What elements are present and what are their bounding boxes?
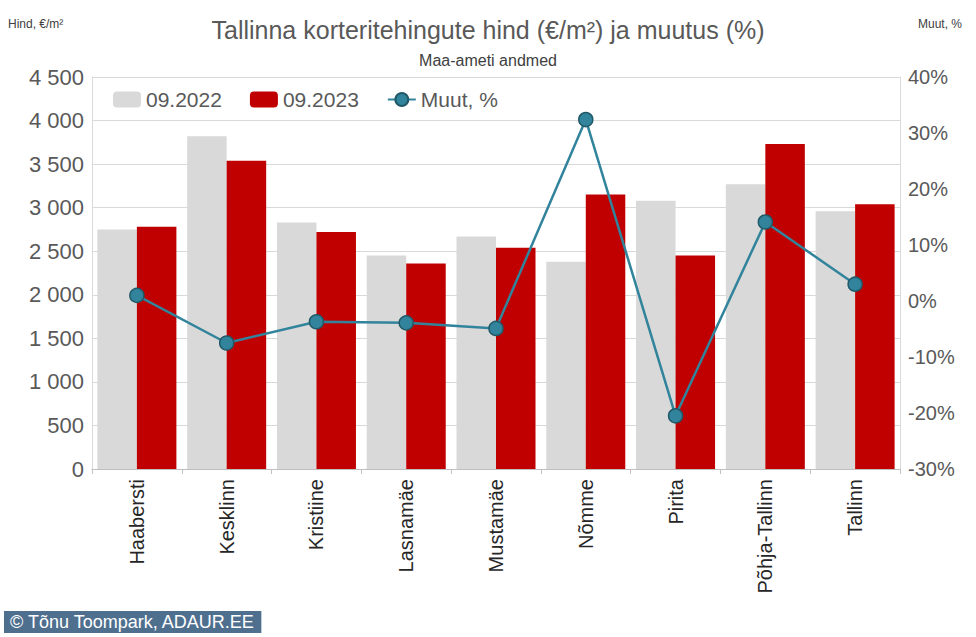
svg-text:Muut, %: Muut, % xyxy=(918,17,962,31)
svg-text:4 000: 4 000 xyxy=(29,108,84,133)
svg-text:1 000: 1 000 xyxy=(29,369,84,394)
svg-text:Hind, €/m²: Hind, €/m² xyxy=(8,17,63,31)
svg-text:Haabersti: Haabersti xyxy=(126,479,148,565)
svg-text:500: 500 xyxy=(47,413,84,438)
svg-text:-30%: -30% xyxy=(908,458,955,480)
svg-text:Kesklinn: Kesklinn xyxy=(216,479,238,555)
svg-text:Tallinn: Tallinn xyxy=(844,479,866,536)
svg-text:09.2023: 09.2023 xyxy=(283,88,359,111)
svg-text:20%: 20% xyxy=(908,178,948,200)
svg-text:Kristiine: Kristiine xyxy=(305,479,327,550)
svg-text:1 500: 1 500 xyxy=(29,326,84,351)
svg-text:© Tõnu Toompark, ADAUR.EE: © Tõnu Toompark, ADAUR.EE xyxy=(10,612,254,632)
svg-text:40%: 40% xyxy=(908,66,948,88)
svg-text:Maa-ameti andmed: Maa-ameti andmed xyxy=(419,52,557,69)
svg-text:3 500: 3 500 xyxy=(29,152,84,177)
svg-text:2 500: 2 500 xyxy=(29,239,84,264)
svg-text:Lasnamäe: Lasnamäe xyxy=(395,479,417,572)
svg-text:-20%: -20% xyxy=(908,402,955,424)
svg-text:0: 0 xyxy=(72,457,84,482)
svg-text:0%: 0% xyxy=(908,290,937,312)
svg-text:30%: 30% xyxy=(908,122,948,144)
svg-text:Muut, %: Muut, % xyxy=(421,88,498,111)
svg-text:Pirita: Pirita xyxy=(665,478,687,524)
svg-text:Nõmme: Nõmme xyxy=(575,479,597,549)
svg-text:09.2022: 09.2022 xyxy=(146,88,222,111)
svg-text:2 000: 2 000 xyxy=(29,282,84,307)
svg-text:4 500: 4 500 xyxy=(29,65,84,90)
svg-text:-10%: -10% xyxy=(908,346,955,368)
svg-text:Mustamäe: Mustamäe xyxy=(485,479,507,572)
svg-text:3 000: 3 000 xyxy=(29,195,84,220)
svg-text:10%: 10% xyxy=(908,234,948,256)
svg-text:Põhja-Tallinn: Põhja-Tallinn xyxy=(754,479,776,594)
svg-text:Tallinna korteritehingute hind: Tallinna korteritehingute hind (€/m²) ja… xyxy=(211,16,764,44)
